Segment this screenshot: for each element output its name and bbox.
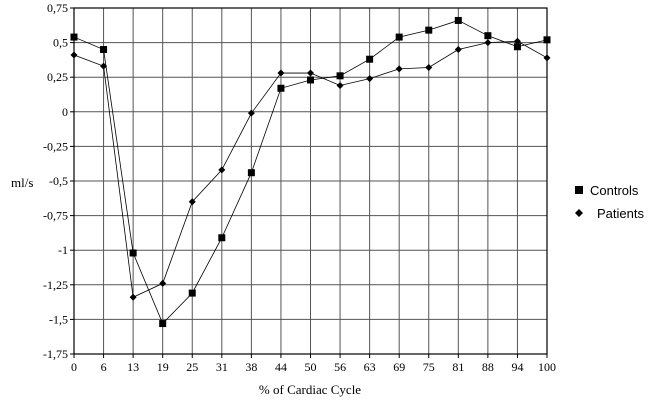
data-point-patients	[543, 54, 551, 62]
data-point-controls	[484, 32, 492, 40]
data-point-controls	[129, 249, 137, 257]
data-point-patients	[277, 69, 285, 77]
series-layer	[70, 16, 551, 328]
data-point-patients	[513, 37, 521, 45]
x-tick-label: 13	[127, 360, 139, 374]
x-tick-label: 44	[275, 360, 287, 374]
data-point-controls	[100, 46, 108, 54]
data-point-controls	[70, 33, 78, 41]
data-point-controls	[247, 169, 255, 177]
data-point-controls	[218, 234, 226, 242]
x-tick-label: 94	[511, 360, 523, 374]
grid-lines	[70, 7, 548, 358]
y-tick-label: -0,75	[43, 209, 68, 223]
x-axis-title: % of Cardiac Cycle	[259, 382, 361, 397]
data-point-controls	[366, 55, 374, 63]
data-point-patients	[70, 51, 78, 59]
y-tick-label: -1,5	[49, 312, 68, 326]
data-point-patients	[454, 46, 462, 54]
data-point-controls	[277, 84, 285, 92]
x-tick-label: 81	[452, 360, 464, 374]
data-point-patients	[395, 65, 403, 73]
y-tick-label: 0,75	[47, 1, 68, 15]
data-point-controls	[307, 76, 314, 84]
data-point-patients	[484, 39, 492, 47]
data-point-controls	[395, 33, 403, 41]
x-axis-ticks: 0 6 13 19 25 31 38 44 50 56 63 69 75 81 88 94 100	[71, 360, 556, 374]
data-point-patients	[247, 109, 255, 117]
legend-label-controls: Controls	[590, 183, 639, 198]
y-tick-label: -0,25	[43, 139, 68, 153]
data-point-patients	[129, 293, 137, 301]
y-tick-label: -1	[58, 243, 68, 257]
data-point-controls	[336, 72, 344, 80]
y-tick-label: -1,25	[43, 278, 68, 292]
x-tick-label: 6	[101, 360, 107, 374]
data-point-patients	[425, 64, 433, 72]
plot-frame	[73, 7, 548, 355]
y-axis-ticks: 0,75 0,5 0,25 0 -0,25 -0,5 -0,75 -1 -1,25 -1,5 -1,…	[43, 1, 68, 361]
y-tick-label: -1,75	[43, 347, 68, 361]
y-tick-label: 0	[62, 105, 68, 119]
x-tick-label: 25	[186, 360, 198, 374]
data-point-controls	[454, 16, 462, 24]
data-point-patients	[366, 75, 374, 83]
x-tick-label: 31	[216, 360, 228, 374]
y-axis-title: ml/s	[11, 175, 33, 190]
x-tick-label: 100	[538, 360, 556, 374]
x-tick-label: 38	[245, 360, 257, 374]
x-tick-label: 50	[305, 360, 317, 374]
y-tick-label: 0,25	[47, 70, 68, 84]
x-tick-label: 88	[482, 360, 494, 374]
x-tick-label: 63	[364, 360, 376, 374]
data-point-patients	[336, 82, 344, 90]
legend-marker-controls	[575, 186, 583, 194]
data-point-controls	[188, 289, 196, 297]
y-tick-label: -0,5	[49, 174, 68, 188]
legend: Controls Patients	[568, 176, 644, 223]
x-tick-label: 0	[71, 360, 77, 374]
data-point-patients	[159, 279, 167, 287]
data-point-patients	[307, 69, 314, 77]
data-point-patients	[100, 62, 108, 70]
data-point-controls	[425, 26, 433, 34]
x-tick-label: 19	[157, 360, 169, 374]
x-tick-label: 75	[423, 360, 435, 374]
legend-marker-patients	[575, 209, 583, 217]
data-point-patients	[188, 198, 196, 206]
data-point-controls	[543, 36, 551, 44]
x-tick-label: 56	[334, 360, 346, 374]
x-tick-label: 69	[393, 360, 405, 374]
data-point-controls	[159, 320, 167, 328]
legend-label-patients: Patients	[597, 206, 644, 221]
data-point-patients	[218, 166, 226, 174]
data-point-controls	[513, 43, 521, 51]
y-tick-label: 0,5	[53, 36, 68, 50]
